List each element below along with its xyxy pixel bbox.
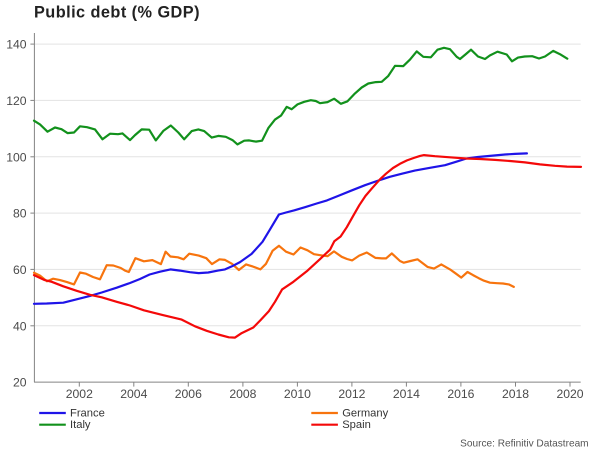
svg-text:2012: 2012 [338, 387, 365, 401]
svg-text:140: 140 [6, 38, 27, 52]
svg-text:80: 80 [13, 207, 27, 221]
svg-text:2016: 2016 [447, 387, 474, 401]
svg-text:20: 20 [13, 376, 27, 390]
svg-text:France: France [70, 407, 105, 419]
svg-text:Germany: Germany [342, 407, 388, 419]
svg-text:2008: 2008 [229, 387, 256, 401]
svg-text:2020: 2020 [556, 387, 583, 401]
svg-text:60: 60 [13, 263, 27, 277]
svg-text:Source: Refinitiv Datastream: Source: Refinitiv Datastream [460, 438, 588, 449]
svg-text:2010: 2010 [284, 387, 311, 401]
svg-text:Spain: Spain [342, 419, 371, 431]
svg-text:100: 100 [6, 150, 27, 164]
svg-text:2004: 2004 [120, 387, 147, 401]
svg-text:Public debt (% GDP): Public debt (% GDP) [34, 4, 200, 22]
svg-text:2018: 2018 [502, 387, 529, 401]
svg-text:2014: 2014 [393, 387, 420, 401]
svg-text:Italy: Italy [70, 419, 91, 431]
svg-text:120: 120 [6, 94, 27, 108]
svg-text:2006: 2006 [175, 387, 202, 401]
svg-text:2002: 2002 [66, 387, 93, 401]
svg-text:40: 40 [13, 319, 27, 333]
